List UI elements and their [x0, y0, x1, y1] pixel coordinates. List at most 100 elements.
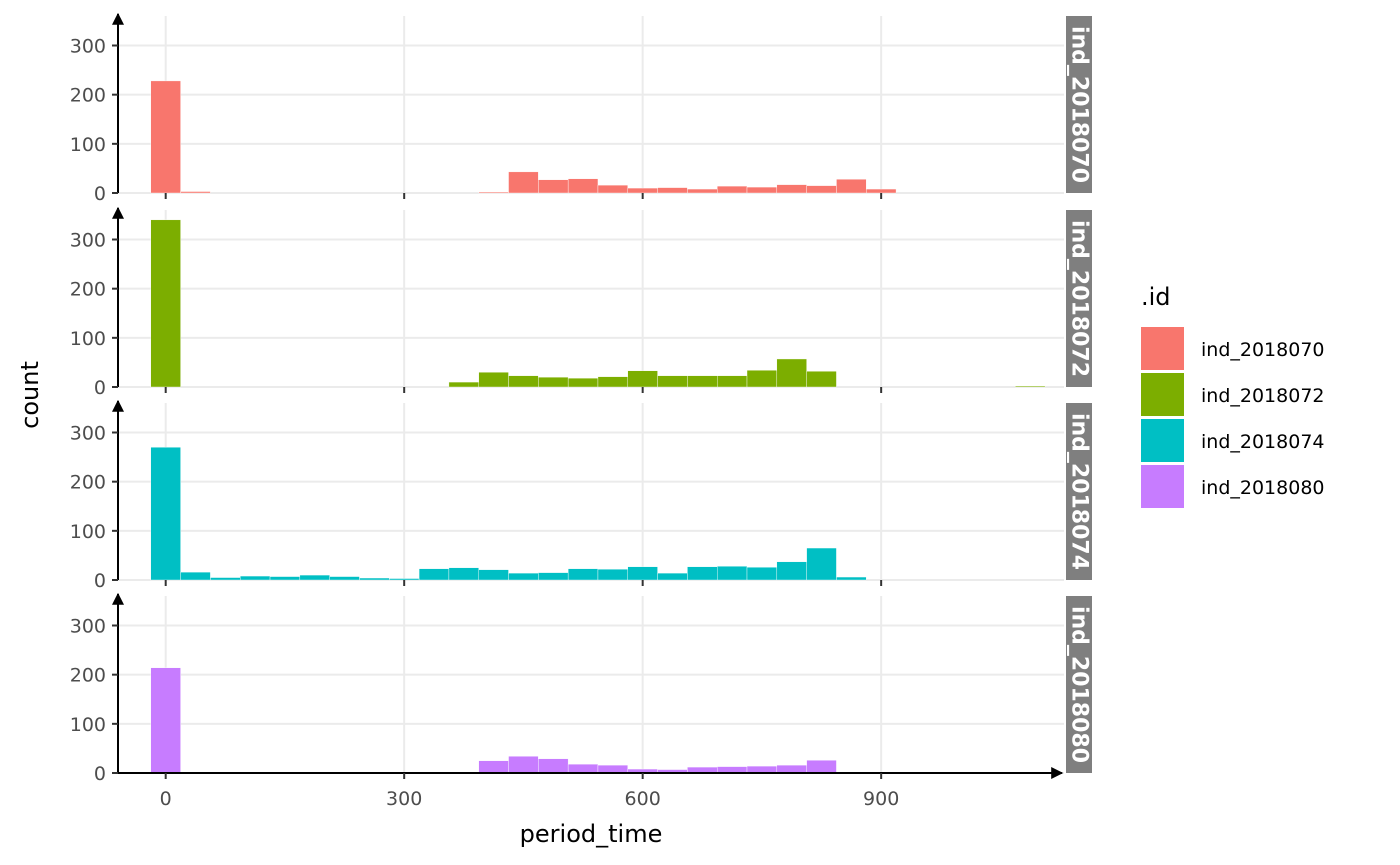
panel-2-strip-label: ind_2018072 [1067, 220, 1092, 377]
panel-3-bar-20 [746, 567, 778, 581]
legend-label-1: ind_2018070 [1201, 339, 1325, 361]
panel-2-bar-1 [448, 381, 479, 388]
legend-label-4: ind_2018080 [1201, 477, 1325, 499]
panel-3-bar-4 [269, 576, 301, 581]
panel-3-bar-16 [627, 566, 658, 581]
panel-1-bar-4 [538, 179, 569, 194]
panel-2-bar-11 [746, 370, 778, 388]
panel-2-y-tick-label-300: 300 [70, 230, 106, 252]
x-tick-label-900: 900 [863, 788, 899, 810]
x-axis-title: period_time [520, 820, 663, 848]
legend-label-3: ind_2018074 [1201, 431, 1325, 453]
legend-swatch-2 [1141, 373, 1184, 416]
panel-3-bar-2 [210, 577, 241, 581]
panel-3-bar-14 [567, 568, 599, 581]
panel-3-bar-18 [687, 566, 718, 581]
panel-3-y-tick-label-200: 200 [70, 472, 106, 494]
panel-2-bar-0 [150, 219, 181, 388]
panel-3-bar-6 [329, 576, 360, 581]
panel-2-bar-3 [508, 375, 539, 388]
panel-1-strip-label: ind_2018070 [1067, 26, 1092, 183]
panel-1-bar-10 [716, 185, 748, 194]
panel-4-y-tick-label-100: 100 [70, 714, 106, 736]
panel-1-bar-5 [567, 178, 599, 194]
panel-3-y-tick-label-100: 100 [70, 521, 106, 543]
panel-2-y-tick-label-100: 100 [70, 328, 106, 350]
panel-4-bar-0 [150, 667, 181, 774]
panel-4-bar-11 [776, 764, 807, 774]
panel-1-bar-9 [687, 188, 718, 194]
panel-3-bar-5 [299, 574, 330, 581]
panel-3-bar-10 [448, 567, 479, 581]
panel-2-bar-2 [478, 372, 509, 388]
legend-swatch-1 [1141, 327, 1184, 370]
panel-3-bar-15 [597, 568, 628, 581]
panel-1-bar-7 [627, 187, 658, 194]
panel-3-bar-7 [359, 577, 390, 581]
panel-2-bar-8 [657, 375, 688, 388]
x-tick-label-0: 0 [160, 788, 172, 810]
panel-4-strip [1066, 596, 1092, 773]
legend-swatch-3 [1141, 419, 1184, 462]
panel-3-bar-17 [657, 572, 688, 581]
panel-1-y-tick-label-100: 100 [70, 134, 106, 156]
panel-4-bar-3 [538, 758, 569, 774]
panel-3-bar-9 [418, 568, 450, 581]
panel-1-y-tick-label-0: 0 [94, 183, 106, 205]
panel-3-bar-19 [716, 566, 748, 581]
x-tick-label-600: 600 [625, 788, 661, 810]
panel-1-bar-1 [180, 191, 211, 194]
panel-3-strip [1066, 403, 1092, 580]
panel-3-bar-13 [538, 572, 569, 581]
panel-2-y-tick-label-0: 0 [94, 377, 106, 399]
panel-1-bar-2 [478, 191, 509, 194]
panel-3-bar-3 [240, 575, 271, 581]
panel-2-bar-5 [567, 377, 599, 388]
y-axis-title: count [16, 361, 44, 429]
panel-1-bar-14 [836, 179, 867, 194]
x-tick-label-300: 300 [386, 788, 422, 810]
panel-1-bar-3 [508, 171, 539, 194]
panel-4-y-tick-label-0: 0 [94, 763, 106, 785]
panel-1-bar-6 [597, 184, 628, 194]
panel-3-bar-1 [180, 571, 211, 581]
panel-3-bar-0 [150, 447, 181, 581]
panel-2-bar-4 [538, 376, 569, 388]
panel-2-bar-12 [776, 358, 807, 388]
panel-2-bar-13 [806, 371, 837, 388]
panel-2-y-tick-label-200: 200 [70, 279, 106, 301]
panel-2-bar-9 [687, 375, 718, 388]
panel-4-bar-10 [746, 765, 778, 774]
panel-1-bar-15 [866, 188, 897, 194]
panel-1-strip [1066, 16, 1092, 193]
panel-4-bar-5 [597, 764, 628, 774]
panel-1-bar-0 [150, 80, 181, 194]
panel-1-y-tick-label-200: 200 [70, 85, 106, 107]
panel-2-bar-6 [597, 376, 628, 388]
panel-4-bar-12 [806, 760, 837, 774]
panel-3-bar-12 [508, 572, 539, 581]
panel-3-bar-21 [776, 561, 807, 581]
panel-2-bar-7 [627, 370, 658, 388]
panel-4-bar-4 [567, 763, 599, 774]
panel-3-y-tick-label-300: 300 [70, 423, 106, 445]
legend-label-2: ind_2018072 [1201, 385, 1325, 407]
panel-4-y-tick-label-200: 200 [70, 665, 106, 687]
panel-1-bar-12 [776, 184, 807, 194]
panel-1-y-tick-label-300: 300 [70, 36, 106, 58]
panel-4-bar-2 [508, 756, 539, 774]
panel-1-bar-13 [806, 185, 837, 194]
panel-4-bar-1 [478, 760, 509, 774]
panel-1-bar-11 [746, 186, 778, 194]
panel-2-strip [1066, 210, 1092, 387]
panel-3-y-tick-label-0: 0 [94, 570, 106, 592]
panel-3-bar-8 [389, 578, 420, 581]
panel-2-bar-10 [716, 375, 748, 388]
legend-swatch-4 [1141, 465, 1184, 508]
panel-3-bar-11 [478, 569, 509, 581]
panel-4-y-tick-label-300: 300 [70, 616, 106, 638]
panel-2-bar-14 [1015, 385, 1046, 388]
panel-3-bar-22 [806, 547, 837, 581]
panel-1-bar-8 [657, 187, 688, 194]
